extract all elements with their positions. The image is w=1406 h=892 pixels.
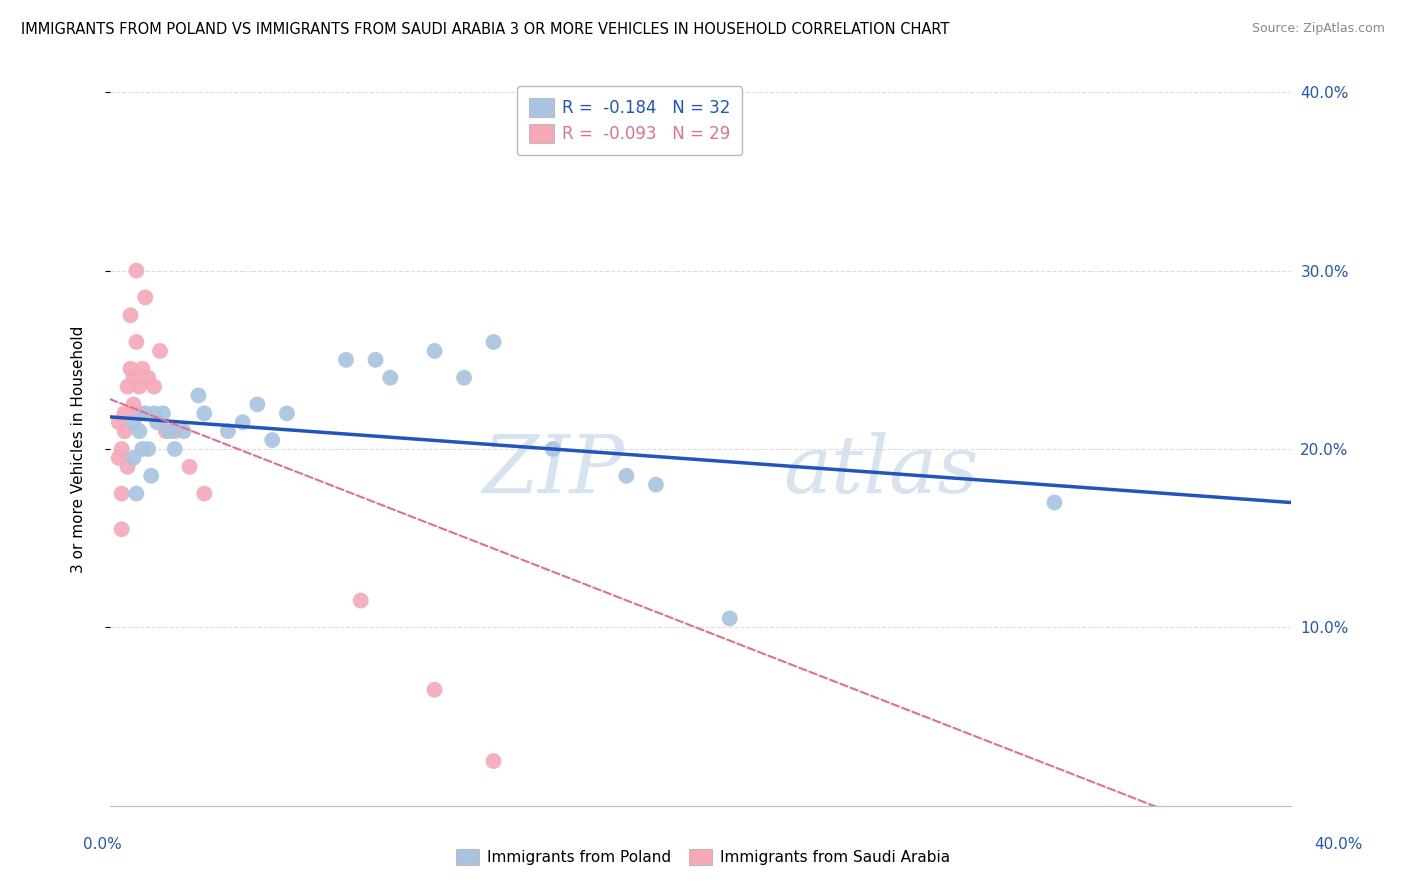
Point	[128, 406, 150, 420]
Point	[179, 459, 201, 474]
Point	[193, 486, 215, 500]
Point	[217, 424, 239, 438]
Point	[114, 424, 136, 438]
Point	[193, 406, 215, 420]
Point	[117, 379, 139, 393]
Point	[246, 397, 269, 411]
Point	[111, 522, 134, 536]
Point	[364, 352, 387, 367]
Point	[120, 361, 142, 376]
Point	[482, 334, 505, 349]
Point	[131, 361, 153, 376]
Point	[122, 397, 145, 411]
Point	[232, 415, 254, 429]
Point	[107, 415, 129, 429]
Point	[125, 486, 148, 500]
Text: atlas: atlas	[783, 432, 979, 509]
Point	[262, 433, 284, 447]
Point	[134, 290, 156, 304]
Point	[350, 593, 373, 607]
Point	[380, 370, 402, 384]
Point	[136, 370, 159, 384]
Point	[423, 682, 446, 697]
Point	[335, 352, 357, 367]
Point	[163, 442, 186, 456]
Point	[136, 442, 159, 456]
Point	[157, 424, 180, 438]
Point	[111, 442, 134, 456]
Y-axis label: 3 or more Vehicles in Household: 3 or more Vehicles in Household	[72, 326, 86, 573]
Point	[1043, 495, 1066, 509]
Point	[482, 754, 505, 768]
Point	[134, 406, 156, 420]
Point	[187, 388, 209, 402]
Point	[122, 415, 145, 429]
Text: 40.0%: 40.0%	[1315, 838, 1362, 852]
Point	[125, 263, 148, 277]
Point	[163, 424, 186, 438]
Point	[149, 343, 172, 358]
Point	[143, 379, 166, 393]
Point	[146, 415, 169, 429]
Point	[152, 406, 174, 420]
Point	[120, 308, 142, 322]
Point	[141, 468, 163, 483]
Text: Source: ZipAtlas.com: Source: ZipAtlas.com	[1251, 22, 1385, 36]
Point	[645, 477, 668, 491]
Point	[111, 486, 134, 500]
Legend: R =  -0.184   N = 32, R =  -0.093   N = 29: R = -0.184 N = 32, R = -0.093 N = 29	[517, 87, 742, 155]
Point	[117, 459, 139, 474]
Text: 0.0%: 0.0%	[83, 838, 122, 852]
Point	[122, 370, 145, 384]
Point	[143, 406, 166, 420]
Point	[453, 370, 475, 384]
Point	[173, 424, 195, 438]
Point	[125, 334, 148, 349]
Text: ZIP: ZIP	[482, 432, 623, 509]
Point	[718, 611, 741, 625]
Point	[616, 468, 638, 483]
Point	[122, 450, 145, 465]
Point	[107, 450, 129, 465]
Text: IMMIGRANTS FROM POLAND VS IMMIGRANTS FROM SAUDI ARABIA 3 OR MORE VEHICLES IN HOU: IMMIGRANTS FROM POLAND VS IMMIGRANTS FRO…	[21, 22, 949, 37]
Point	[128, 424, 150, 438]
Point	[423, 343, 446, 358]
Point	[128, 379, 150, 393]
Point	[114, 406, 136, 420]
Point	[131, 442, 153, 456]
Legend: Immigrants from Poland, Immigrants from Saudi Arabia: Immigrants from Poland, Immigrants from …	[450, 843, 956, 871]
Point	[155, 424, 177, 438]
Point	[541, 442, 564, 456]
Point	[276, 406, 298, 420]
